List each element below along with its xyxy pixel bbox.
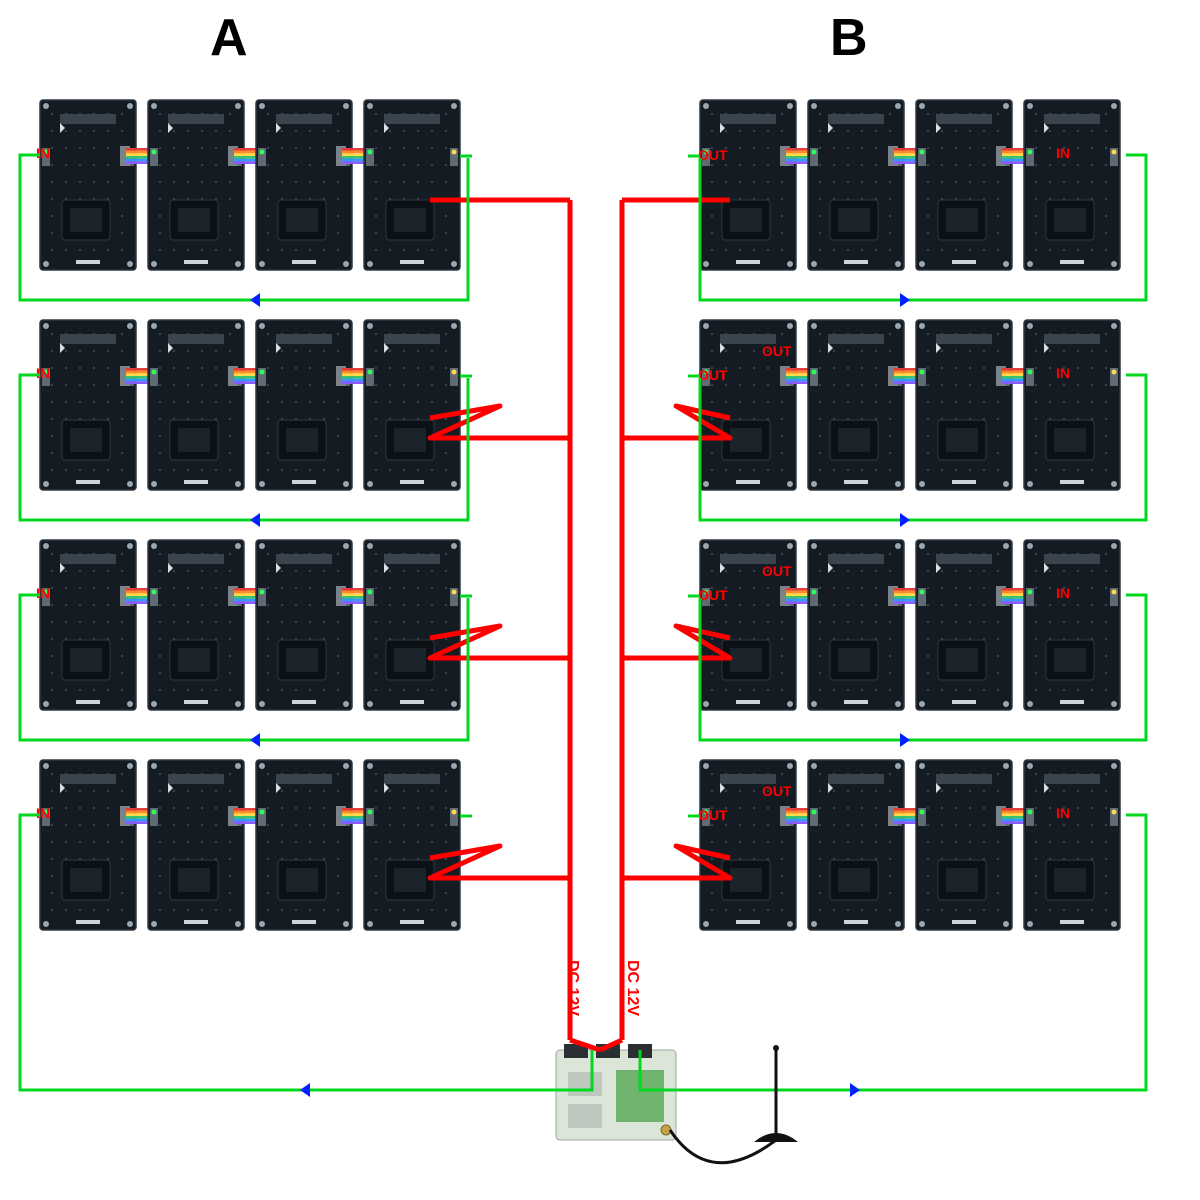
led-module [364, 760, 460, 930]
svg-text:IN: IN [36, 585, 50, 601]
led-module [364, 100, 460, 270]
svg-text:IN: IN [36, 365, 50, 381]
led-module [1024, 320, 1120, 490]
led-module [40, 100, 136, 270]
led-module [808, 760, 904, 930]
svg-text:IN: IN [36, 145, 50, 161]
led-module [364, 540, 460, 710]
led-module [40, 540, 136, 710]
svg-text:IN: IN [1056, 365, 1070, 381]
led-module [256, 100, 352, 270]
led-module [808, 320, 904, 490]
svg-text:OUT: OUT [762, 563, 792, 579]
led-module [916, 760, 1012, 930]
led-module [256, 760, 352, 930]
led-module [916, 100, 1012, 270]
led-module [40, 320, 136, 490]
svg-text:OUT: OUT [698, 807, 728, 823]
svg-text:DC 12V: DC 12V [624, 960, 641, 1016]
svg-text:A: A [210, 9, 248, 67]
svg-text:OUT: OUT [762, 783, 792, 799]
led-module [148, 100, 244, 270]
led-module [148, 540, 244, 710]
led-module [1024, 100, 1120, 270]
svg-text:OUT: OUT [698, 587, 728, 603]
led-module [256, 320, 352, 490]
led-module [916, 540, 1012, 710]
led-module [256, 540, 352, 710]
svg-text:OUT: OUT [762, 343, 792, 359]
led-module [916, 320, 1012, 490]
led-module [148, 760, 244, 930]
svg-text:IN: IN [1056, 805, 1070, 821]
svg-text:OUT: OUT [698, 367, 728, 383]
svg-text:DC 12V: DC 12V [564, 960, 581, 1016]
led-module [1024, 760, 1120, 930]
svg-text:IN: IN [1056, 585, 1070, 601]
led-module [1024, 540, 1120, 710]
led-module [148, 320, 244, 490]
led-module [40, 760, 136, 930]
led-module [808, 540, 904, 710]
led-module [364, 320, 460, 490]
led-module [700, 100, 796, 270]
svg-text:IN: IN [1056, 145, 1070, 161]
led-module [808, 100, 904, 270]
svg-text:B: B [830, 9, 868, 67]
svg-text:IN: IN [36, 805, 50, 821]
svg-text:OUT: OUT [698, 147, 728, 163]
